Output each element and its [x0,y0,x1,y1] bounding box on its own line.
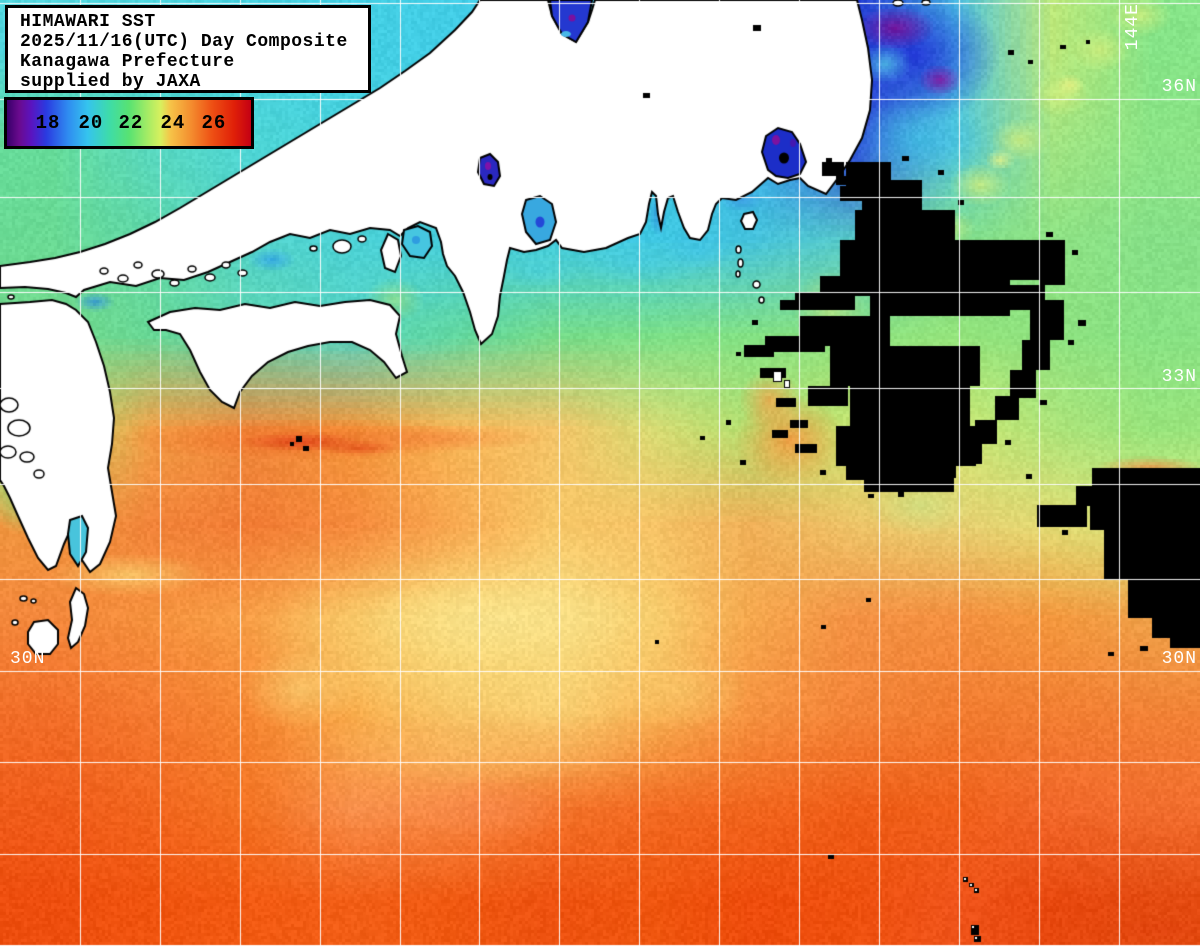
sst-map-stage: 136E 144E 36N 33N 30N 30N HIMAWARI SST 2025/1… [0,0,1200,946]
title-line-region: Kanagawa Prefecture [20,52,368,72]
title-line-source: supplied by JAXA [20,72,368,92]
title-line-product: HIMAWARI SST [20,12,368,32]
grid-label-144e: 144E [1124,3,1142,50]
legend-tick-22: 22 [119,112,144,134]
grid-label-136e: 136E [482,3,500,50]
legend-gradient-bar: 18 20 22 24 26 [7,100,251,146]
legend-tick-18: 18 [36,112,61,134]
grid-label-36n: 36N [1162,78,1197,96]
legend-tick-26: 26 [202,112,227,134]
grid-label-33n: 33N [1162,368,1197,386]
legend-colorbar: 18 20 22 24 26 [4,97,254,149]
grid-label-30n: 30N [10,650,45,668]
legend-tick-20: 20 [79,112,104,134]
title-line-date: 2025/11/16(UTC) Day Composite [20,32,368,52]
legend-tick-24: 24 [161,112,186,134]
grid-label-30n: 30N [1162,650,1197,668]
title-box: HIMAWARI SST 2025/11/16(UTC) Day Composi… [5,5,371,93]
